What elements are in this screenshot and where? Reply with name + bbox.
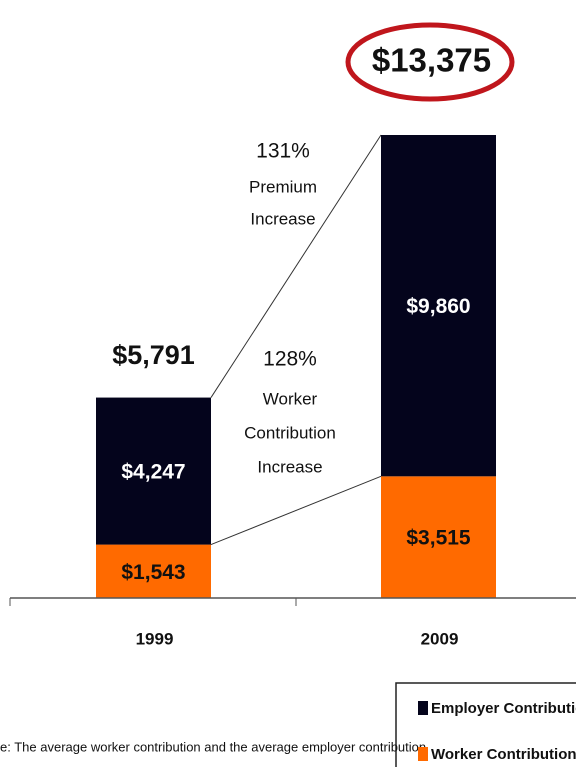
- x-tick-label: 1999: [136, 629, 174, 648]
- bar-segment: [381, 135, 496, 477]
- total-label: $5,791: [112, 340, 195, 370]
- annotation: 131%: [256, 140, 310, 163]
- footnote: e: The average worker contribution and t…: [0, 739, 426, 754]
- annotation: Increase: [257, 457, 322, 476]
- connector-line: [210, 475, 382, 546]
- annotation: Worker: [263, 389, 318, 408]
- x-tick-label: 2009: [421, 629, 459, 648]
- value-label: $1,543: [121, 561, 185, 584]
- bar-segment: [96, 544, 211, 598]
- annotation: Increase: [250, 209, 315, 228]
- bar-segment: [381, 476, 496, 598]
- annotation: Contribution: [244, 423, 336, 442]
- legend-swatch: [418, 701, 428, 715]
- value-label: $3,515: [406, 527, 471, 550]
- value-label: $4,247: [121, 461, 185, 484]
- legend-label: Worker Contribution: [431, 746, 576, 763]
- legend-label: Employer Contribution: [431, 700, 576, 717]
- connector-lines: [210, 134, 382, 546]
- connector-line: [210, 134, 382, 398]
- bar-segment: [96, 397, 211, 545]
- value-label: $9,860: [406, 295, 470, 318]
- legend-swatch: [418, 747, 428, 761]
- annotation: Premium: [249, 177, 317, 196]
- annotation: 128%: [263, 348, 317, 371]
- legend-box: [395, 682, 576, 767]
- bars: [96, 135, 496, 598]
- highlight-ellipse: [345, 22, 515, 102]
- total-label: $13,375: [372, 42, 491, 79]
